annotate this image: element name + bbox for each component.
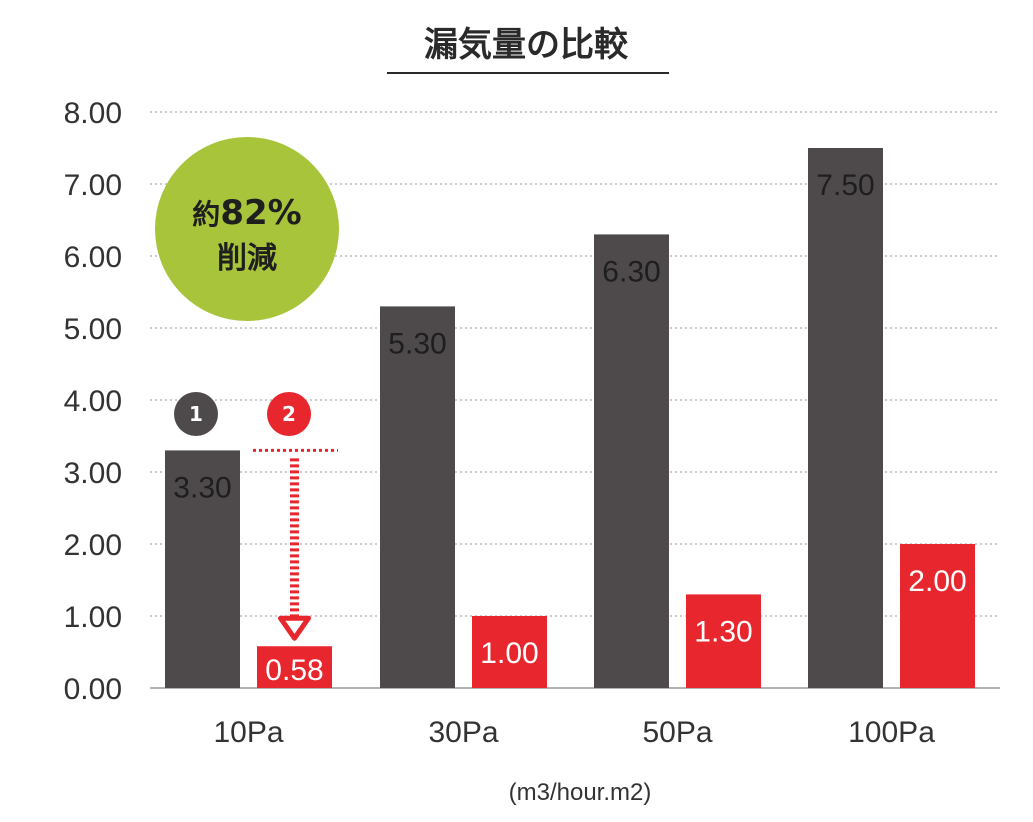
series-marker-label: 2	[282, 402, 296, 426]
badge-text-line2: 削減	[217, 241, 277, 276]
x-tick-label: 30Pa	[428, 716, 498, 749]
series-marker-label: 1	[189, 402, 203, 426]
bar-series-1	[594, 234, 669, 688]
bar-series-1	[380, 306, 455, 688]
chart-title: 漏気量の比較	[424, 25, 629, 65]
bar-series-2	[686, 594, 761, 688]
y-axis: 0.00 1.00 2.00 3.00 4.00 5.00 6.00 7.00 8.00	[64, 97, 122, 706]
data-label: 6.30	[602, 255, 660, 288]
x-tick-label: 50Pa	[642, 716, 712, 749]
bar-series-1	[808, 148, 883, 688]
data-label: 1.00	[480, 637, 538, 670]
bar-series-2	[257, 646, 332, 688]
annotations: 約82% 削減 1 2	[155, 137, 339, 641]
data-label: 2.00	[908, 565, 966, 598]
series-marker-1	[174, 392, 218, 436]
y-tick-label: 8.00	[64, 97, 122, 130]
value-labels: 3.30 0.58 5.30 1.00 6.30 1.30 7.50 2.00	[173, 169, 966, 687]
bar-series-2	[900, 544, 975, 688]
data-label: 1.30	[694, 615, 752, 648]
bar-series-1	[165, 450, 240, 688]
y-tick-label: 6.00	[64, 241, 122, 274]
bar-series-2	[472, 616, 547, 688]
badge-text-line1: 約82%	[192, 193, 301, 233]
y-tick-label: 5.00	[64, 313, 122, 346]
x-tick-label: 100Pa	[848, 716, 935, 749]
y-tick-label: 3.00	[64, 457, 122, 490]
y-tick-label: 1.00	[64, 601, 122, 634]
data-label: 5.30	[388, 327, 446, 360]
y-tick-label: 2.00	[64, 529, 122, 562]
reduction-badge	[155, 137, 339, 321]
bars	[165, 148, 975, 688]
y-tick-label: 4.00	[64, 385, 122, 418]
data-label: 3.30	[173, 471, 231, 504]
series-marker-2	[267, 392, 311, 436]
y-tick-label: 0.00	[64, 673, 122, 706]
x-axis: 10Pa 30Pa 50Pa 100Pa	[213, 716, 935, 749]
data-label: 0.58	[265, 654, 323, 687]
unit-label: (m3/hour.m2)	[509, 779, 652, 806]
y-tick-label: 7.00	[64, 169, 122, 202]
reduction-arrow-head	[278, 615, 311, 641]
data-label: 7.50	[816, 169, 874, 202]
x-tick-label: 10Pa	[213, 716, 283, 749]
